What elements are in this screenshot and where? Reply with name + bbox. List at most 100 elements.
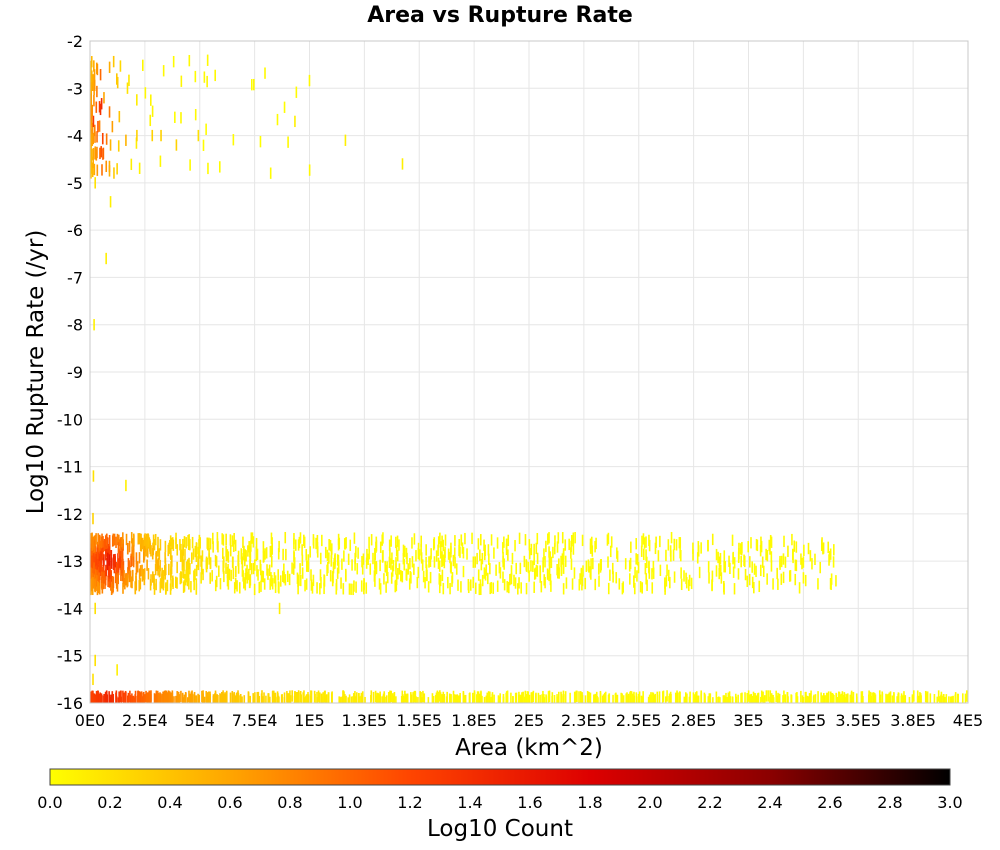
heatmap-cell [750, 537, 752, 549]
heatmap-cell [394, 580, 397, 593]
heatmap-cell [388, 539, 391, 551]
heatmap-cell [180, 571, 183, 583]
heatmap-cell [437, 557, 440, 569]
heatmap-cell [350, 583, 352, 595]
heatmap-cell [519, 562, 522, 575]
heatmap-cell [119, 539, 121, 551]
heatmap-cell [469, 579, 472, 591]
heatmap-cell [347, 697, 350, 703]
heatmap-cell [593, 694, 595, 703]
heatmap-cell [951, 696, 953, 703]
heatmap-cell [146, 696, 149, 703]
heatmap-cell [108, 691, 110, 703]
heatmap-cell [938, 696, 941, 703]
heatmap-cell [665, 696, 667, 703]
heatmap-cell [793, 540, 796, 552]
y-tick-label: -3 [67, 79, 83, 98]
heatmap-cell [680, 578, 683, 591]
heatmap-cell [447, 548, 450, 560]
colorbar-tick-label: 0.4 [157, 793, 182, 812]
x-tick-label: 2E5 [514, 711, 544, 730]
heatmap-cell [495, 564, 497, 576]
heatmap-cell [794, 559, 797, 571]
heatmap-cell [770, 536, 773, 548]
heatmap-cell [195, 695, 197, 703]
heatmap-cell [692, 692, 695, 703]
heatmap-cell [677, 692, 679, 703]
heatmap-cell [530, 560, 532, 572]
heatmap-cell [601, 695, 604, 703]
heatmap-cell [767, 690, 769, 702]
heatmap-cell [345, 695, 347, 703]
heatmap-cell [800, 690, 802, 703]
heatmap-cell [846, 693, 849, 703]
heatmap-cell [100, 536, 103, 549]
heatmap-cell [180, 690, 182, 703]
heatmap-cell [190, 692, 193, 703]
heatmap-cell [236, 580, 238, 592]
heatmap-cell [92, 147, 95, 160]
heatmap-cell [160, 694, 162, 703]
heatmap-cell [718, 556, 721, 568]
heatmap-cell [760, 690, 763, 702]
heatmap-cell [557, 691, 560, 703]
x-tick-label: 2.3E5 [561, 711, 607, 730]
heatmap-cell [416, 576, 419, 589]
heatmap-cell [216, 532, 219, 544]
heatmap-cell [131, 569, 134, 582]
heatmap-cell [98, 537, 101, 549]
y-axis-ticks: -2-3-4-5-6-7-8-9-10-11-12-13-14-15-16 [57, 32, 83, 713]
heatmap-cell [641, 535, 643, 548]
heatmap-cell [126, 82, 129, 94]
heatmap-cell [711, 579, 713, 591]
heatmap-cell [464, 532, 466, 545]
heatmap-cell [453, 694, 456, 703]
heatmap-cell [237, 550, 240, 563]
heatmap-cell [310, 569, 312, 581]
heatmap-cell [354, 559, 356, 571]
heatmap-cell [480, 558, 483, 571]
heatmap-cell [479, 583, 482, 595]
heatmap-cell [783, 535, 785, 548]
heatmap-cell [233, 532, 235, 545]
heatmap-cell [379, 541, 382, 553]
heatmap-cell [654, 542, 657, 555]
heatmap-cell [246, 572, 249, 584]
heatmap-cell [688, 574, 691, 587]
heatmap-cell [697, 695, 699, 703]
heatmap-cell [395, 557, 397, 569]
heatmap-cell [602, 694, 605, 703]
heatmap-cell [594, 578, 597, 591]
heatmap-cell [489, 691, 491, 703]
y-tick-label: -5 [67, 174, 83, 193]
heatmap-cell [367, 553, 369, 565]
heatmap-cell [273, 692, 276, 703]
heatmap-cell [420, 552, 423, 564]
heatmap-cell [316, 697, 318, 703]
heatmap-cell [383, 573, 385, 585]
heatmap-cell [197, 556, 199, 568]
heatmap-cell [349, 539, 352, 552]
heatmap-cell [588, 561, 590, 573]
heatmap-cell [161, 567, 163, 580]
heatmap-cell [443, 694, 446, 703]
heatmap-cell [753, 563, 756, 575]
heatmap-cell [726, 696, 729, 703]
heatmap-cell [94, 654, 96, 667]
heatmap-cell [645, 573, 647, 585]
heatmap-cell [239, 695, 241, 703]
heatmap-cell [625, 693, 627, 703]
heatmap-cell [436, 691, 439, 703]
heatmap-cell [91, 538, 94, 550]
heatmap-cell [101, 571, 103, 583]
heatmap-cell [556, 541, 559, 553]
heatmap-cell [420, 692, 422, 703]
heatmap-cell [202, 690, 204, 702]
colorbar-tick-label: 1.8 [577, 793, 602, 812]
heatmap-cell [184, 549, 186, 561]
heatmap-cell [627, 695, 630, 703]
heatmap-cell [666, 690, 668, 702]
colorbar-tick-label: 2.6 [817, 793, 842, 812]
heatmap-cell [473, 695, 476, 703]
heatmap-cell [100, 146, 102, 158]
